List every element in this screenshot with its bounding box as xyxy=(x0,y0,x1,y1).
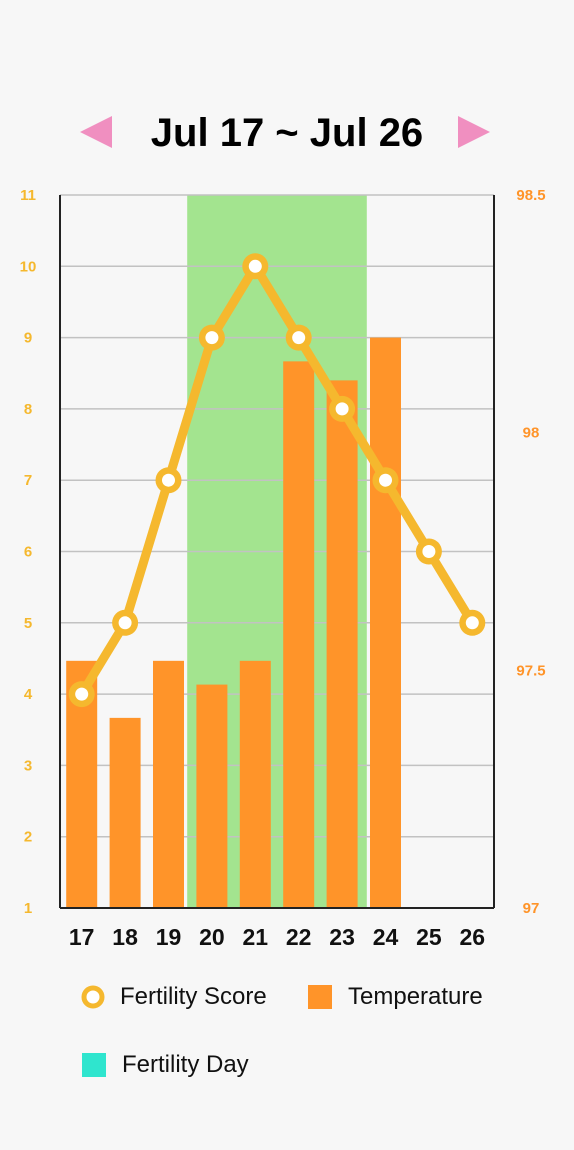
left-axis-tick-label: 8 xyxy=(24,401,32,418)
fertility-score-marker-icon xyxy=(81,985,105,1009)
fertility-score-line xyxy=(77,261,477,699)
left-axis-tick-label: 9 xyxy=(24,330,32,347)
legend-item-fertility-score: Fertility Score xyxy=(78,977,267,1017)
fertility-score-point-center xyxy=(465,616,479,630)
temperature-bar xyxy=(283,361,315,908)
pink-triangle-left-icon xyxy=(80,116,112,148)
x-axis-tick-label: 19 xyxy=(156,924,182,950)
fertility-score-point-center xyxy=(422,545,436,558)
left-axis-tick-label: 2 xyxy=(24,829,32,846)
fertility-score-point-center xyxy=(292,331,306,345)
left-axis-tick-label: 5 xyxy=(24,615,32,632)
date-range-header: Jul 17 ~ Jul 26 xyxy=(0,108,574,158)
x-axis-tick-label: 17 xyxy=(69,924,95,950)
x-axis-tick-label: 20 xyxy=(199,924,225,950)
next-week-button[interactable] xyxy=(452,108,496,158)
fertility-score-point-center xyxy=(118,616,132,630)
left-axis-tick-label: 7 xyxy=(24,472,32,489)
legend-item-temperature: Temperature xyxy=(308,977,483,1017)
temperature-swatch xyxy=(308,985,332,1009)
fertility-score-point-center xyxy=(162,473,175,487)
temperature-bar xyxy=(109,717,141,908)
left-axis-tick-label: 1 xyxy=(24,900,32,917)
x-axis-tick-label: 23 xyxy=(329,924,355,950)
x-axis-tick-label: 21 xyxy=(243,924,269,950)
page-title: Jul 17 ~ Jul 26 xyxy=(150,111,424,155)
legend-label-fertility-score: Fertility Score xyxy=(120,983,267,1010)
temperature-bar xyxy=(326,380,358,908)
fertility-score-point-center xyxy=(335,402,349,416)
x-axis-tick-label: 24 xyxy=(373,924,399,950)
right-axis-tick-label: 98 xyxy=(523,425,540,442)
fertility-score-point-center xyxy=(248,259,262,273)
chart-legend: Fertility Score Temperature Fertility Da… xyxy=(0,975,574,1095)
x-axis-tick-label: 26 xyxy=(460,924,486,950)
legend-label-fertility-day: Fertility Day xyxy=(122,1051,249,1078)
x-axis-tick-label: 18 xyxy=(112,924,138,950)
left-axis-tick-label: 10 xyxy=(20,258,37,275)
right-axis-tick-label: 97 xyxy=(523,900,540,917)
legend-item-fertility-day: Fertility Day xyxy=(82,1045,249,1085)
temperature-bar xyxy=(153,660,184,908)
fertility-score-point-center xyxy=(75,687,89,701)
temperature-bar xyxy=(239,660,271,908)
fertility-score-point-center xyxy=(379,473,392,487)
left-axis-tick-label: 4 xyxy=(24,686,33,703)
x-axis-tick-label: 22 xyxy=(286,924,312,950)
temperature-bar xyxy=(370,337,401,909)
x-axis-tick-label: 25 xyxy=(416,924,442,950)
previous-week-button[interactable] xyxy=(74,108,118,158)
temperature-bar xyxy=(196,684,228,908)
fertility-score-point-center xyxy=(205,331,219,345)
left-axis-tick-label: 6 xyxy=(24,544,32,561)
legend-label-temperature: Temperature xyxy=(348,983,483,1010)
fertility-day-swatch xyxy=(82,1053,106,1077)
left-axis-tick-label: 11 xyxy=(20,187,36,204)
pink-triangle-right-icon xyxy=(458,116,490,148)
right-axis-tick-label: 98.5 xyxy=(516,187,545,204)
left-axis-tick-label: 3 xyxy=(24,757,32,774)
right-axis-tick-label: 97.5 xyxy=(516,662,545,679)
